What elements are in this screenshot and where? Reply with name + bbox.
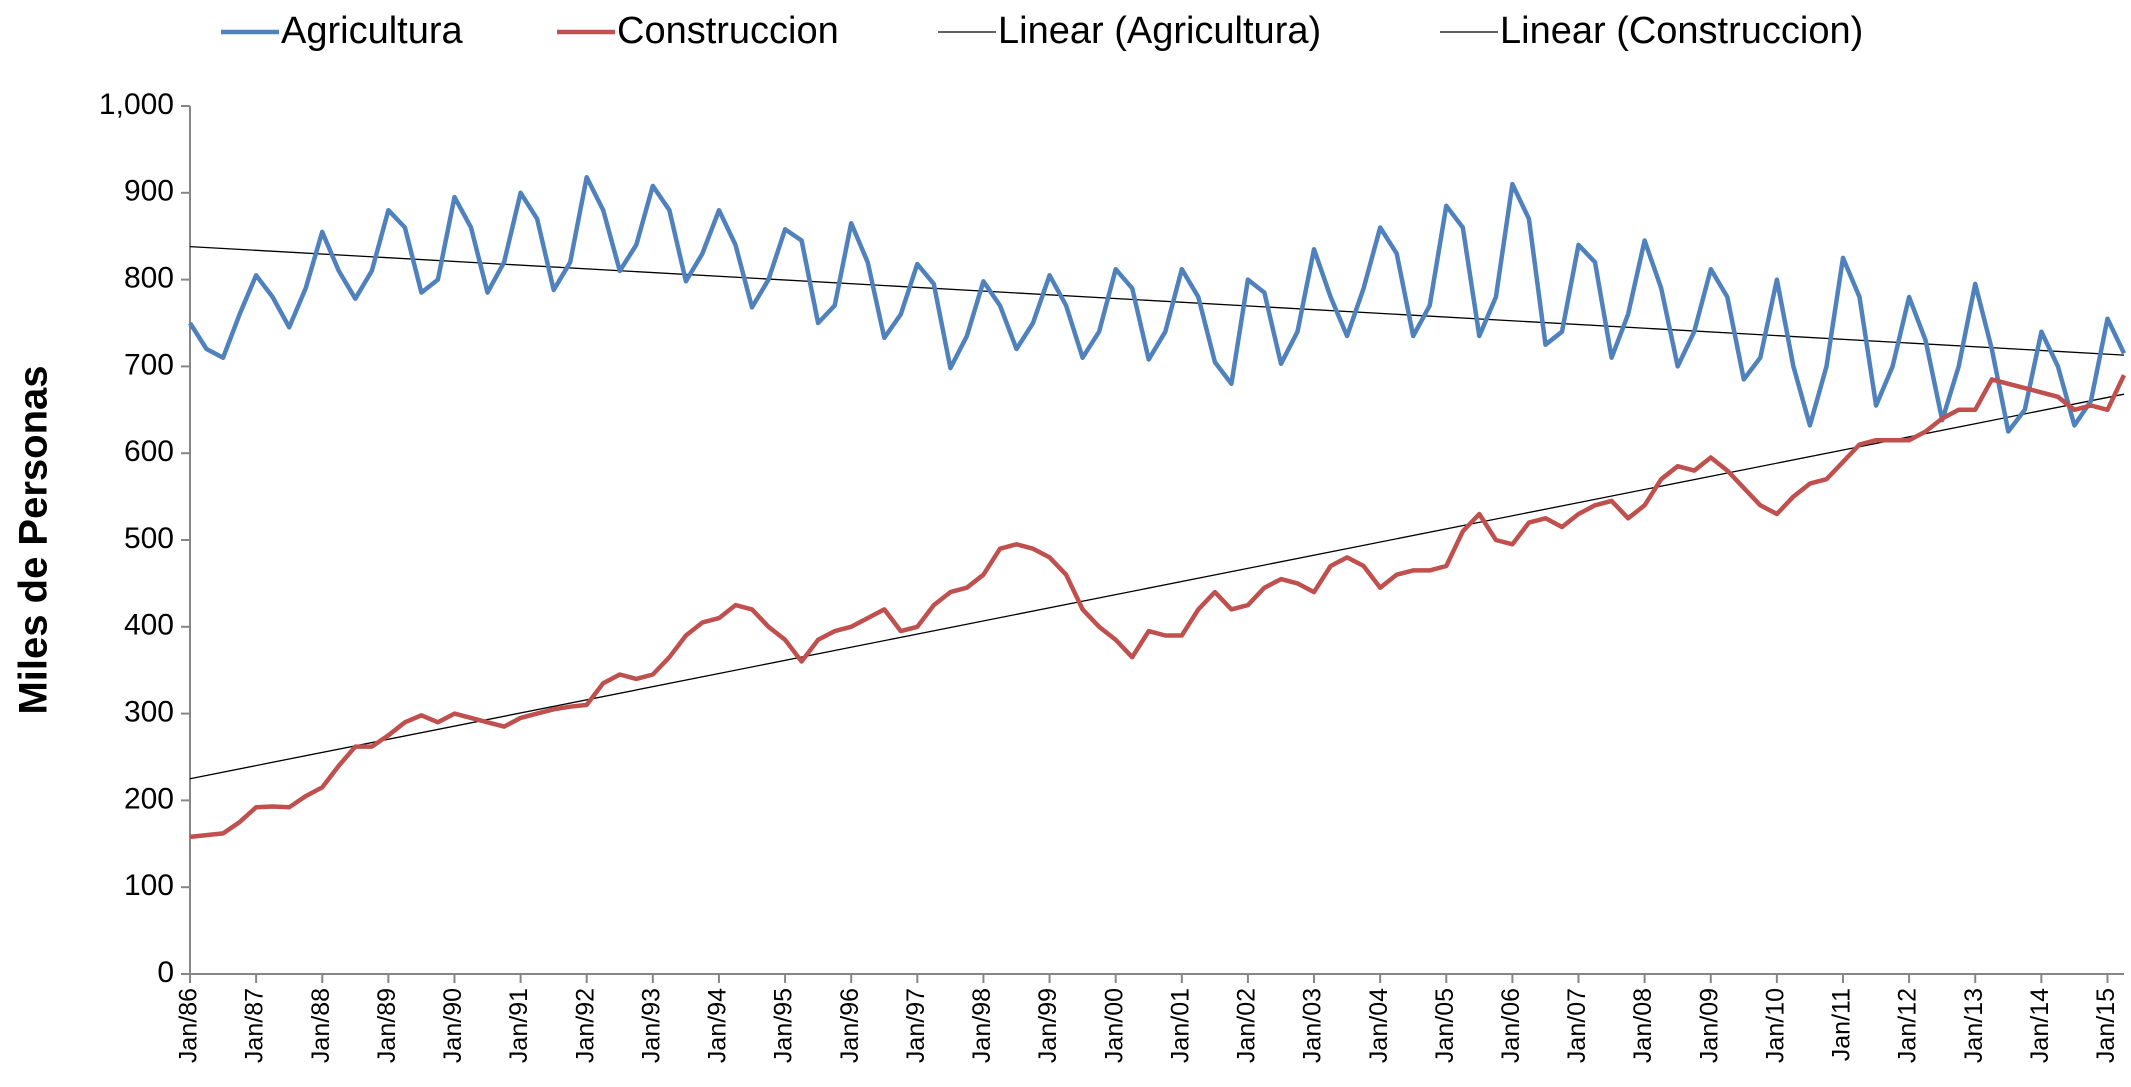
x-tick-label: Jan/05: [1431, 988, 1459, 1063]
y-tick-label: 900: [124, 175, 174, 208]
x-tick-label: Jan/94: [704, 988, 732, 1063]
y-tick-label: 600: [124, 435, 174, 468]
y-tick-label: 800: [124, 262, 174, 295]
legend-label: Construccion: [617, 10, 839, 52]
x-tick-label: Jan/88: [307, 988, 335, 1063]
x-tick-label: Jan/11: [1828, 988, 1856, 1061]
x-tick-label: Jan/95: [770, 988, 798, 1063]
y-tick-label: 300: [124, 696, 174, 729]
x-tick-label: Jan/87: [241, 988, 269, 1063]
trend-line: [189, 245, 2125, 356]
x-tick-label: Jan/08: [1629, 988, 1657, 1063]
x-tick-label: Jan/07: [1563, 988, 1591, 1063]
x-tick-label: Jan/92: [571, 988, 599, 1063]
legend-label: Linear (Agricultura): [998, 10, 1321, 52]
y-tick-label: 0: [157, 956, 174, 989]
x-tick-label: Jan/02: [1233, 988, 1261, 1063]
x-tick-label: Jan/90: [439, 988, 467, 1063]
x-tick-label: Jan/01: [1166, 988, 1194, 1063]
x-tick-label: Jan/93: [637, 988, 665, 1063]
legend-label: Linear (Construccion): [1500, 10, 1863, 52]
x-tick-label: Jan/06: [1497, 988, 1525, 1063]
y-tick-label: 500: [124, 522, 174, 555]
y-tick-label: 400: [124, 609, 174, 642]
legend-label: Agricultura: [281, 10, 463, 52]
x-tick-label: Jan/13: [1960, 988, 1988, 1063]
x-tick-label: Jan/89: [373, 988, 401, 1063]
x-tick-label: Jan/04: [1365, 988, 1393, 1063]
line-series: [189, 374, 2127, 840]
x-tick-label: Jan/15: [2092, 988, 2120, 1063]
y-tick-label: 100: [124, 869, 174, 902]
x-tick-label: Jan/99: [1034, 988, 1062, 1063]
x-tick-label: Jan/03: [1299, 988, 1327, 1063]
x-tick-label: Jan/91: [505, 988, 533, 1063]
x-tick-label: Jan/97: [902, 988, 930, 1063]
x-tick-label: Jan/14: [2026, 988, 2054, 1063]
y-tick-label: 700: [124, 348, 174, 381]
x-tick-label: Jan/12: [1894, 988, 1922, 1063]
x-tick-label: Jan/86: [175, 988, 203, 1063]
x-tick-label: Jan/00: [1100, 988, 1128, 1063]
x-tick-label: Jan/96: [836, 988, 864, 1063]
x-tick-label: Jan/98: [968, 988, 996, 1063]
x-tick-label: Jan/09: [1695, 988, 1723, 1063]
y-tick-label: 200: [124, 782, 174, 815]
x-tick-label: Jan/10: [1761, 988, 1789, 1063]
y-tick-label: 1,000: [99, 88, 174, 121]
y-axis-title: Miles de Personas: [12, 365, 56, 714]
trend-line: [189, 393, 2125, 780]
line-series: [188, 174, 2127, 434]
